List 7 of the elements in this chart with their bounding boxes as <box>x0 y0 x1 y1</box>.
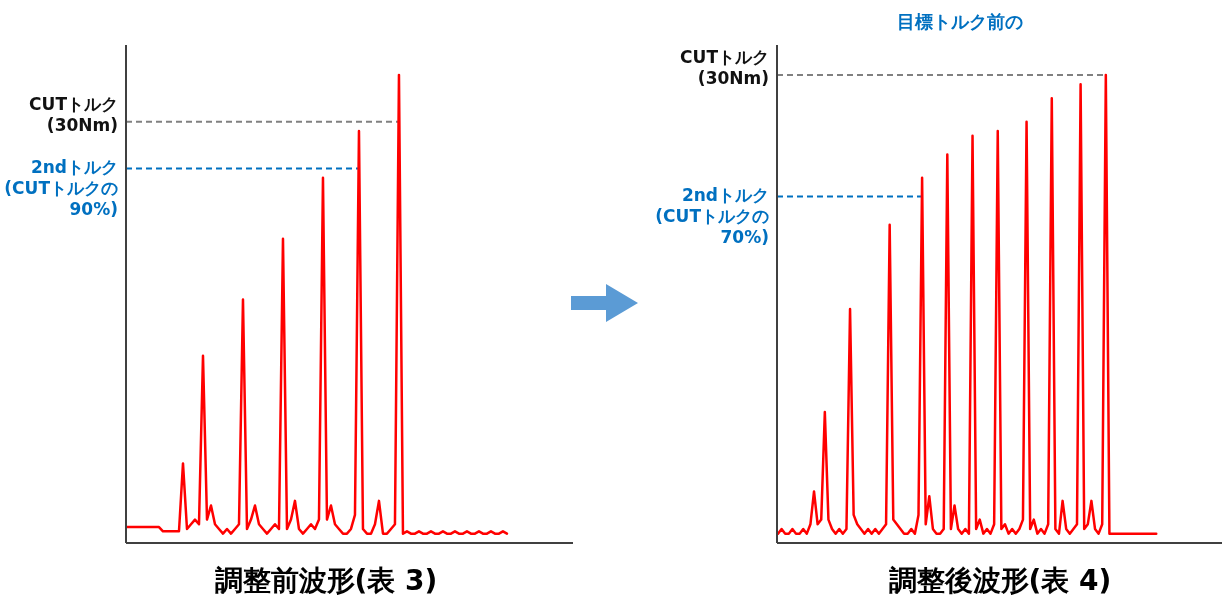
ref-line-label: CUTトルク (30Nm) <box>29 93 118 135</box>
ref-line-label: 2ndトルク (CUTトルクの90%) <box>4 156 118 219</box>
text: 調整前波形(表 3) <box>214 564 438 597</box>
ref-line-label: CUTトルク (30Nm) <box>680 46 769 88</box>
text: 調整後波形(表 4) <box>888 564 1112 597</box>
text: 目標トルク前の <box>897 11 1023 32</box>
ref-line-label: 2ndトルク (CUTトルクの70%) <box>655 184 769 247</box>
